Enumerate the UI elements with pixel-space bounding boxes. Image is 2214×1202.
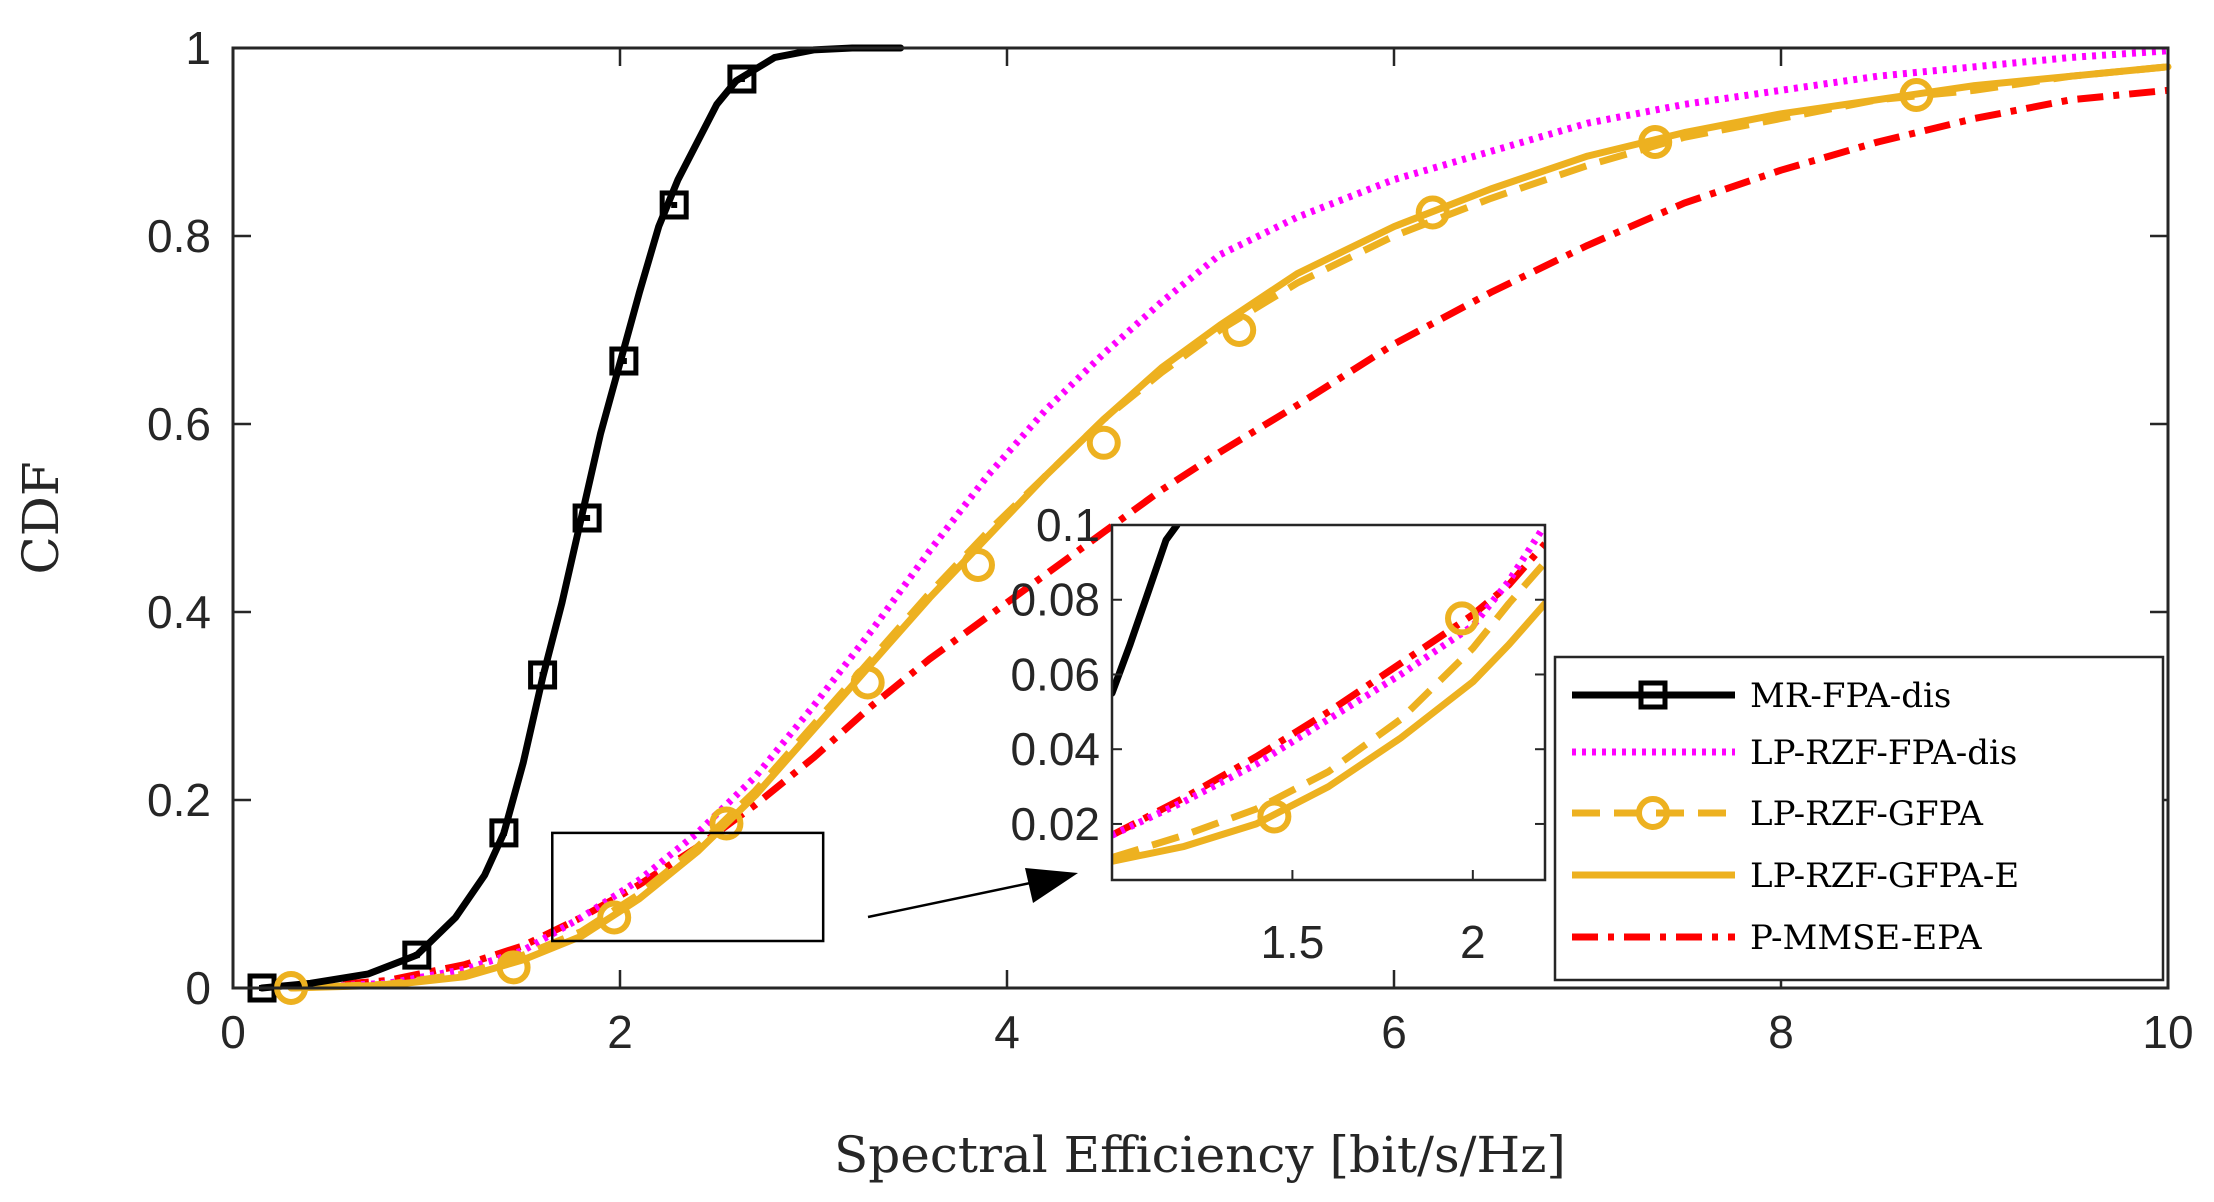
marker-mr-fpa-dis-3 [528,660,558,690]
inset-y-tick-label: 0.08 [1010,574,1100,626]
legend-item-lp-rzf-fpa-dis: LP-RZF-FPA-dis [1572,733,2017,773]
marker-lp-rzf-gfpa-4 [850,665,885,700]
marker-mr-fpa-dis-7 [727,64,757,94]
inset-plot-markers [1257,601,1480,834]
inset-background [1112,525,1545,880]
series-line-lp-rzf-gfpa [290,63,2169,992]
marker-lp-rzf-gfpa-3 [709,806,744,841]
inset-x-tick-label: 1.5 [1260,916,1324,968]
legend-label: P-MMSE-EPA [1750,918,1982,958]
legend-label: LP-RZF-FPA-dis [1750,733,2017,773]
y-axis-label: CDF [12,461,70,574]
inset-plot-frame [1110,523,1547,882]
legend-marker [1638,680,1668,710]
zoom-arrow-line [867,880,1036,919]
inset-marker-lp-rzf-gfpa-1 [1445,601,1480,636]
x-tick-label: 6 [1381,1006,1407,1058]
inset-marker-lp-rzf-gfpa-0 [1257,799,1292,834]
inset-plot-lines [1112,525,1545,865]
marker-lp-rzf-gfpa-2 [597,900,632,935]
x-tick-label: 4 [994,1006,1020,1058]
x-tick-label: 2 [607,1006,633,1058]
marker-lp-rzf-gfpa-5 [960,548,995,582]
series-line-lp-rzf-fpa-dis [290,47,2169,992]
main-plot-lines [258,44,2172,992]
legend-item-mr-fpa-dis: MR-FPA-dis [1572,676,1951,716]
legend-item-p-mmse-epa: P-MMSE-EPA [1572,918,1982,958]
inset-axis-ticks: 1.5 2 0.02 0.04 0.06 0.08 0.1 [1010,499,1545,968]
inset-line-lp-rzf-gfpa [1112,560,1545,861]
y-tick-label: 0 [185,962,211,1014]
legend-label: LP-RZF-GFPA-E [1750,856,2019,896]
marker-lp-rzf-gfpa-10 [1899,78,1934,112]
x-tick-label: 8 [1768,1006,1794,1058]
zoom-arrow-head [1025,868,1078,903]
inset-y-tick-label: 0.02 [1010,798,1100,850]
legend-items: MR-FPA-dis LP-RZF-FPA-dis LP-RZF-GFPA LP-RZ… [1572,676,2019,958]
inset-x-tick-label: 2 [1460,916,1486,968]
y-tick-label: 0.4 [147,586,211,638]
marker-mr-fpa-dis-1 [402,940,432,970]
x-tick-label: 10 [2142,1006,2193,1058]
main-plot-frame [231,46,2170,990]
inset-y-tick-label: 0.1 [1036,499,1100,551]
legend-item-lp-rzf-gfpa: LP-RZF-GFPA [1572,794,1983,834]
y-tick-label: 1 [185,22,211,74]
marker-lp-rzf-gfpa-6 [1086,425,1121,460]
legend-label: LP-RZF-GFPA [1750,794,1983,834]
zoom-region-box [551,831,825,943]
inset-line-mr-fpa-dis [1112,525,1181,697]
marker-mr-fpa-dis-2 [489,818,519,848]
inset-line-lp-rzf-fpa-dis [1112,525,1545,839]
inset-line-lp-rzf-gfpa-e [1112,600,1545,865]
zoom-arrow [867,868,1078,919]
inset-y-tick-label: 0.04 [1010,723,1100,775]
marker-mr-fpa-dis-5 [609,346,639,376]
legend-label: MR-FPA-dis [1750,676,1951,716]
series-line-mr-fpa-dis [258,44,905,992]
y-tick-label: 0.2 [147,774,211,826]
inset-y-tick-label: 0.06 [1010,648,1100,700]
marker-lp-rzf-gfpa-1 [496,950,531,985]
marker-mr-fpa-dis-6 [659,190,689,220]
x-axis-label: Spectral Efficiency [bit/s/Hz] [834,1126,1566,1184]
x-tick-label: 0 [220,1006,246,1058]
main-axis-ticks: 0 2 4 6 8 10 0 0.2 0.4 0.6 0.8 1 [147,22,2194,1058]
legend-marker [1636,796,1670,830]
y-tick-label: 0.8 [147,210,211,262]
marker-mr-fpa-dis-4 [572,503,602,533]
y-tick-label: 0.6 [147,398,211,450]
legend-item-lp-rzf-gfpa-e: LP-RZF-GFPA-E [1572,856,2019,896]
marker-lp-rzf-gfpa-9 [1638,125,1673,159]
marker-lp-rzf-gfpa-8 [1415,195,1450,230]
marker-lp-rzf-gfpa-7 [1222,313,1257,347]
legend-box [1553,655,2165,982]
series-line-p-mmse-epa [290,86,2169,992]
legend: MR-FPA-dis LP-RZF-FPA-dis LP-RZF-GFPA LP-RZ… [1553,655,2165,982]
